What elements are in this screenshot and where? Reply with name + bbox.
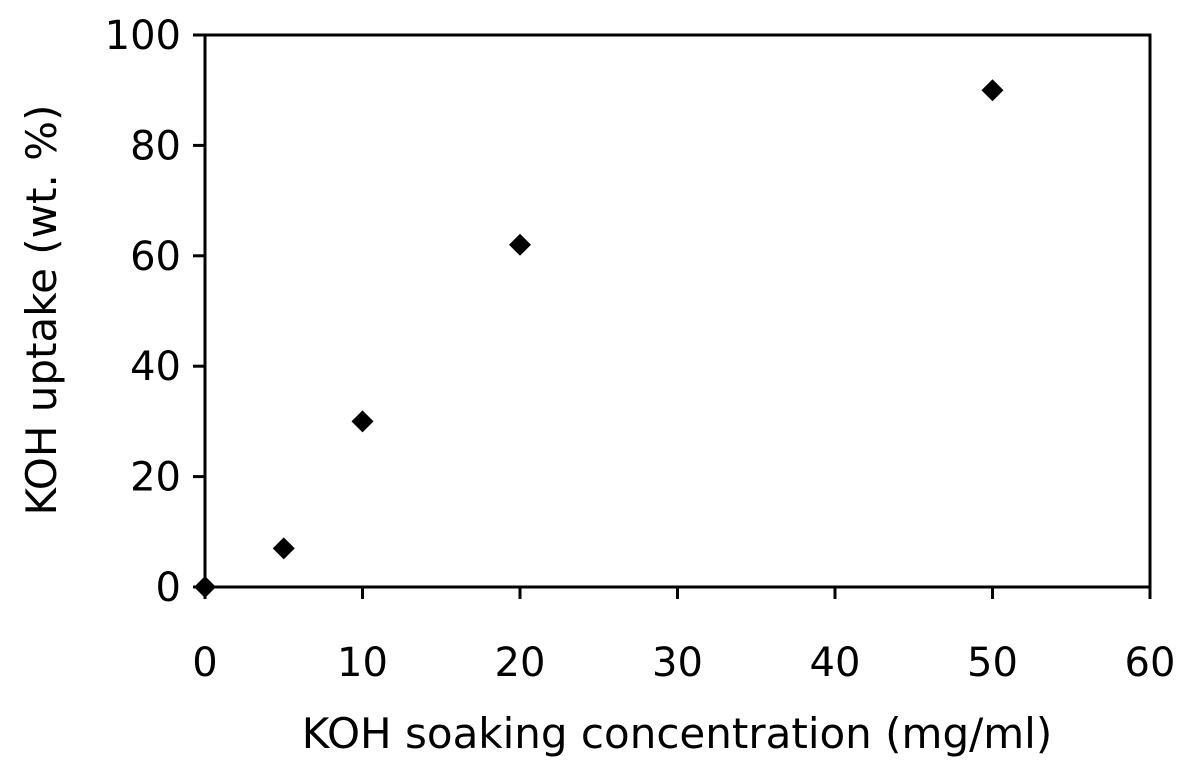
y-tick-label: 40: [130, 344, 181, 390]
y-axis-title: KOH uptake (wt. %): [17, 105, 66, 516]
x-tick-label: 50: [967, 640, 1018, 686]
x-tick-label: 60: [1125, 640, 1176, 686]
data-point: [509, 233, 531, 256]
data-point: [981, 79, 1004, 102]
y-tick-label: 20: [130, 455, 181, 501]
x-axis-title: KOH soaking concentration (mg/ml): [302, 709, 1052, 758]
axes: [203, 33, 1152, 589]
x-tick-label: 30: [652, 640, 703, 686]
x-tick-label: 20: [495, 640, 546, 686]
y-tick-label: 0: [156, 565, 181, 611]
data-point: [272, 537, 295, 560]
data-points: [194, 79, 1004, 598]
y-tick-label: 100: [105, 13, 181, 59]
data-point: [351, 410, 374, 433]
data-point: [194, 576, 216, 598]
x-tick-label: 0: [192, 640, 217, 686]
x-tick-label: 10: [337, 640, 388, 686]
y-tick-label: 60: [130, 234, 181, 280]
plot-frame: [203, 33, 1152, 589]
ticks: 0 10 20 30 40 50 60 0 20 40 60 80 100: [105, 13, 1176, 686]
y-tick-label: 80: [130, 123, 181, 169]
x-tick-label: 40: [810, 640, 861, 686]
